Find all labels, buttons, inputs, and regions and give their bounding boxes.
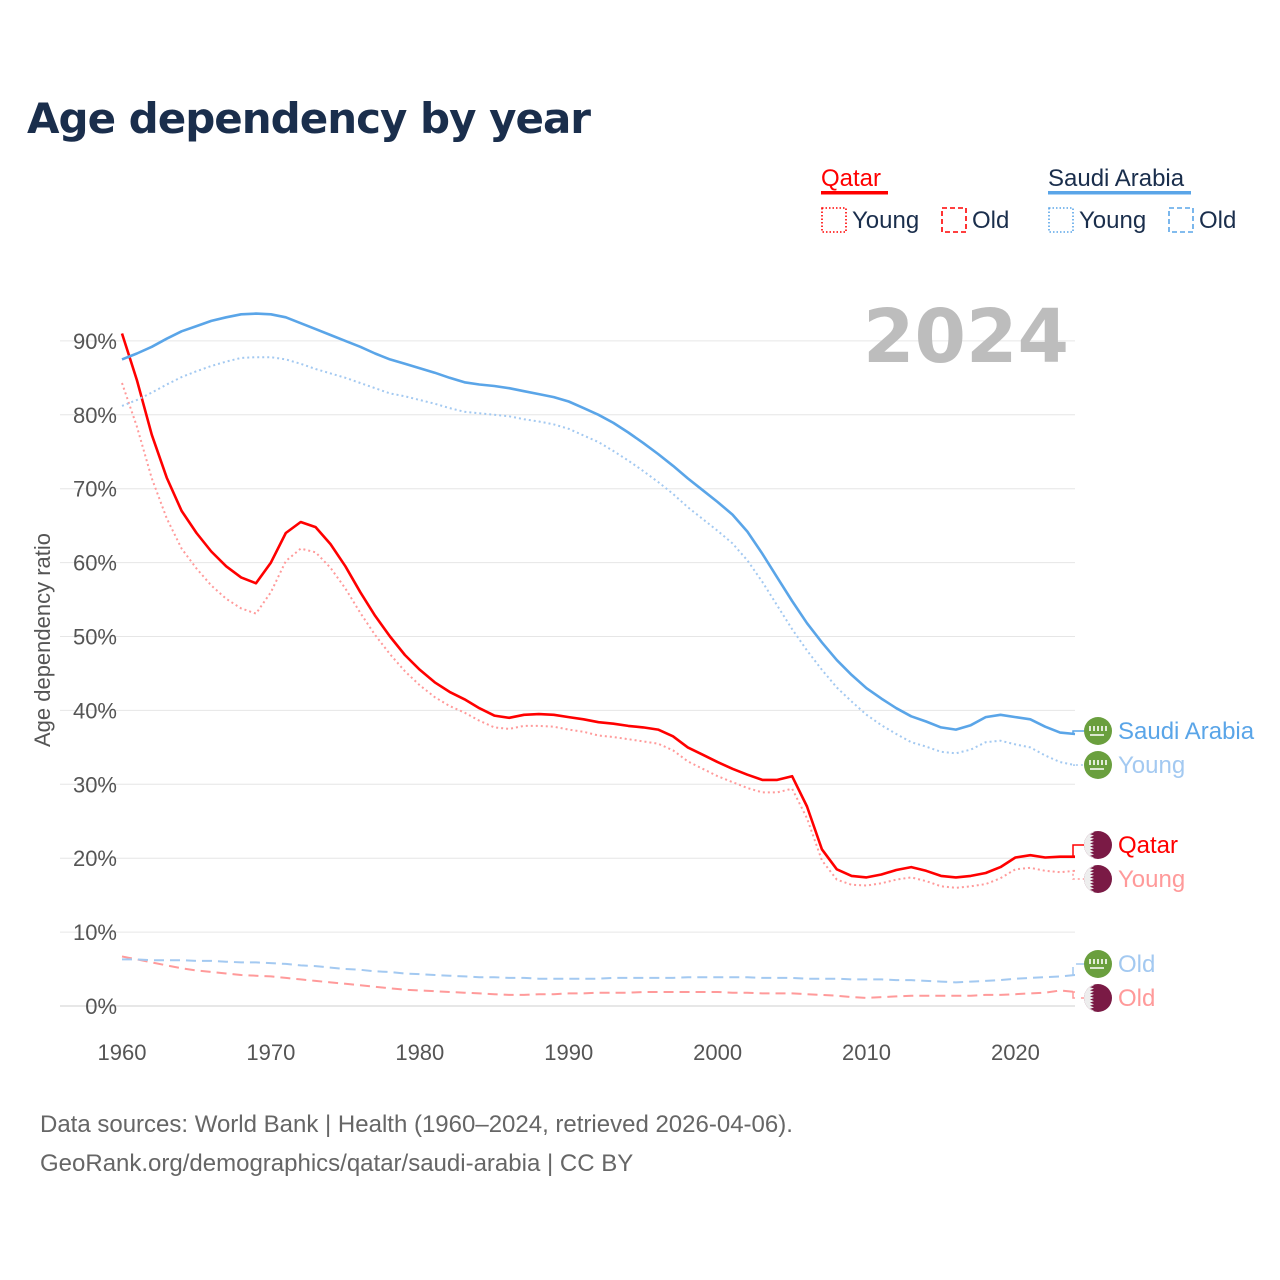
legend-dashed-swatch-icon xyxy=(941,207,967,233)
y-tick-label: 50% xyxy=(73,625,117,650)
legend-saudi-young[interactable]: Young xyxy=(1079,207,1146,234)
x-tick-label: 1960 xyxy=(98,1040,147,1065)
x-tick-label: 2020 xyxy=(991,1040,1040,1065)
end-label-saudi-old: Old xyxy=(1118,951,1155,978)
qatar-flag-icon xyxy=(1084,865,1112,893)
end-label-qatar-old: Old xyxy=(1118,985,1155,1012)
chart-title: Age dependency by year xyxy=(27,94,591,143)
y-tick-label: 80% xyxy=(73,403,117,428)
end-label-saudi-young: Young xyxy=(1118,752,1185,779)
gridlines xyxy=(60,340,1075,1007)
x-tick-label: 1970 xyxy=(246,1040,295,1065)
y-axis-label: Age dependency ratio xyxy=(30,533,55,747)
end-label-connector xyxy=(1072,844,1084,858)
legend: Qatar Young Old Saudi Arabia Young Old xyxy=(821,165,1236,234)
end-label-connector xyxy=(1072,730,1084,735)
y-tick-label: 30% xyxy=(73,772,117,797)
series-line-saudi-arabia[interactable] xyxy=(121,312,1076,736)
x-tick-label: 1980 xyxy=(395,1040,444,1065)
y-tick-label: 60% xyxy=(73,551,117,576)
x-tick-label: 2000 xyxy=(693,1040,742,1065)
end-labels: Saudi Arabia Young Qatar Young Old Old xyxy=(1072,717,1255,1012)
end-label-qatar-young: Young xyxy=(1118,866,1185,893)
y-tick-label: 40% xyxy=(73,698,117,723)
legend-qatar-old[interactable]: Old xyxy=(972,207,1009,234)
series-line-saudi-arabia-old[interactable] xyxy=(122,958,1076,984)
footer-sources: Data sources: World Bank | Health (1960–… xyxy=(40,1111,793,1138)
saudi-arabia-flag-icon xyxy=(1084,717,1112,745)
x-tick-label: 1990 xyxy=(544,1040,593,1065)
qatar-flag-icon xyxy=(1084,984,1112,1012)
legend-saudi-old[interactable]: Old xyxy=(1199,207,1236,234)
y-tick-label: 0% xyxy=(85,994,117,1019)
y-tick-label: 90% xyxy=(73,329,117,354)
legend-qatar-title[interactable]: Qatar xyxy=(821,165,881,192)
y-tick-label: 70% xyxy=(73,477,117,502)
saudi-arabia-flag-icon xyxy=(1084,950,1112,978)
end-label-saudi-total: Saudi Arabia xyxy=(1118,718,1255,745)
legend-dotted-swatch-icon xyxy=(1048,207,1074,233)
series-line-qatar[interactable] xyxy=(120,333,1075,879)
x-tick-label: 2010 xyxy=(842,1040,891,1065)
legend-dotted-swatch-icon xyxy=(821,207,847,233)
legend-qatar-young[interactable]: Young xyxy=(852,207,919,234)
y-tick-label: 10% xyxy=(73,920,117,945)
x-axis-ticks: 1960 1970 1980 1990 2000 2010 2020 xyxy=(98,1040,1040,1065)
end-label-connector xyxy=(1072,963,1084,976)
qatar-flag-icon xyxy=(1084,831,1112,859)
y-tick-label: 20% xyxy=(73,846,117,871)
end-label-qatar-total: Qatar xyxy=(1118,832,1178,859)
y-axis-ticks: 0% 10% 20% 30% 40% 50% 60% 70% 80% 90% xyxy=(73,329,117,1019)
legend-dashed-swatch-icon xyxy=(1168,207,1194,233)
year-watermark: 2024 xyxy=(863,294,1069,380)
legend-saudi-underline xyxy=(1048,191,1191,195)
series-line-saudi-arabia-young[interactable] xyxy=(121,356,1076,767)
saudi-arabia-flag-icon xyxy=(1084,751,1112,779)
end-label-connector xyxy=(1072,870,1084,880)
legend-qatar-underline xyxy=(821,191,888,195)
footer-link[interactable]: GeoRank.org/demographics/qatar/saudi-ara… xyxy=(40,1150,633,1177)
series-line-qatar-old[interactable] xyxy=(121,955,1076,999)
legend-saudi-title[interactable]: Saudi Arabia xyxy=(1048,165,1185,192)
series-line-qatar-young[interactable] xyxy=(121,382,1076,889)
end-label-connector xyxy=(1072,991,1084,999)
series-lines xyxy=(120,312,1076,999)
